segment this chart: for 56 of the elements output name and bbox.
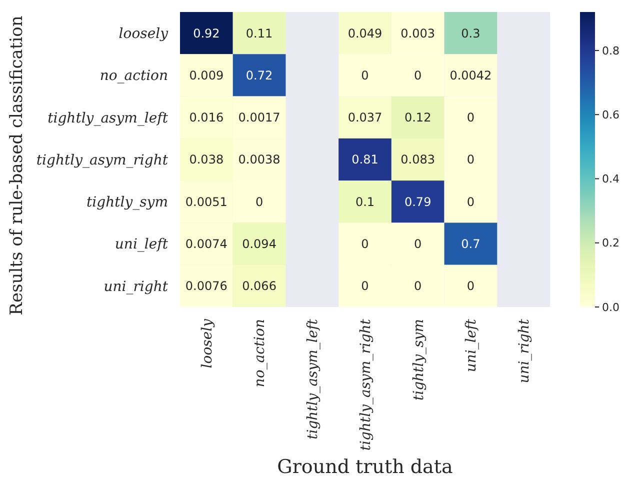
y-tick-label: no_action: [100, 68, 168, 84]
data-label: 0.79: [404, 194, 432, 209]
y-tick-label: tightly_asym_left: [48, 110, 168, 126]
data-label: 0.0017: [238, 110, 280, 125]
data-label: 0: [361, 68, 369, 82]
color-bar-label: 0.6: [602, 108, 620, 122]
data-label: 0: [255, 194, 264, 209]
color-bar-label: 0.4: [602, 172, 620, 186]
x-tick-label: tightly_asym_right: [358, 318, 374, 451]
data-label: 0.037: [348, 110, 382, 125]
data-label: 0: [466, 152, 475, 167]
color-bar-label: 0.8: [602, 44, 620, 58]
data-label: 0.0076: [185, 279, 228, 294]
data-label: 0.1: [355, 194, 375, 209]
x-tick-label: no_action: [252, 319, 268, 388]
data-label: 0.038: [189, 152, 224, 167]
y-tick-label: tightly_asym_right: [36, 152, 168, 168]
data-label: 0: [466, 194, 475, 209]
data-label: 0.11: [246, 26, 273, 40]
data-label: 0: [361, 279, 369, 294]
data-label: 0.7: [461, 236, 480, 251]
data-label: 0.12: [404, 110, 432, 125]
data-label: 0.3: [461, 26, 480, 40]
data-label: 0.0038: [238, 152, 280, 167]
color-bar-label: 0.2: [602, 236, 620, 250]
data-label: 0: [466, 279, 475, 294]
data-label: 0.0042: [450, 68, 492, 82]
data-label: 0.003: [400, 26, 436, 40]
data-label: 0: [361, 236, 369, 251]
x-tick-label: uni_left: [464, 318, 480, 372]
data-label: 0.92: [193, 26, 220, 40]
data-label: 0.049: [348, 26, 382, 40]
color-bar-label: 0.0: [602, 300, 620, 314]
data-label: 0.094: [242, 236, 276, 251]
data-label: 0.066: [242, 279, 276, 294]
data-label: 0.0074: [185, 236, 228, 251]
data-label: 0: [414, 68, 422, 82]
y-tick-label: loosely: [118, 26, 170, 42]
x-axis-title: Ground truth data: [277, 456, 453, 478]
data-label: 0.083: [400, 152, 436, 167]
data-label: 0.81: [352, 152, 378, 167]
data-label: 0: [466, 110, 475, 125]
data-label: 0: [414, 279, 422, 294]
data-label: 0.72: [246, 68, 273, 82]
data-label: 0: [414, 236, 422, 251]
y-axis-title: Results of rule-based classification: [7, 16, 27, 316]
data-label: 0.0051: [185, 194, 228, 209]
y-tick-label: tightly_sym: [86, 194, 168, 211]
y-tick-label: uni_right: [104, 278, 168, 295]
x-tick-label: tightly_asym_left: [305, 318, 322, 440]
data-label: 0.009: [189, 68, 224, 82]
y-tick-label: uni_left: [114, 236, 168, 253]
x-tick-label: tightly_sym: [410, 319, 427, 400]
data-label: 0.016: [189, 110, 224, 125]
x-tick-label: uni_right: [516, 318, 532, 384]
x-tick-label: loosely: [199, 318, 216, 368]
